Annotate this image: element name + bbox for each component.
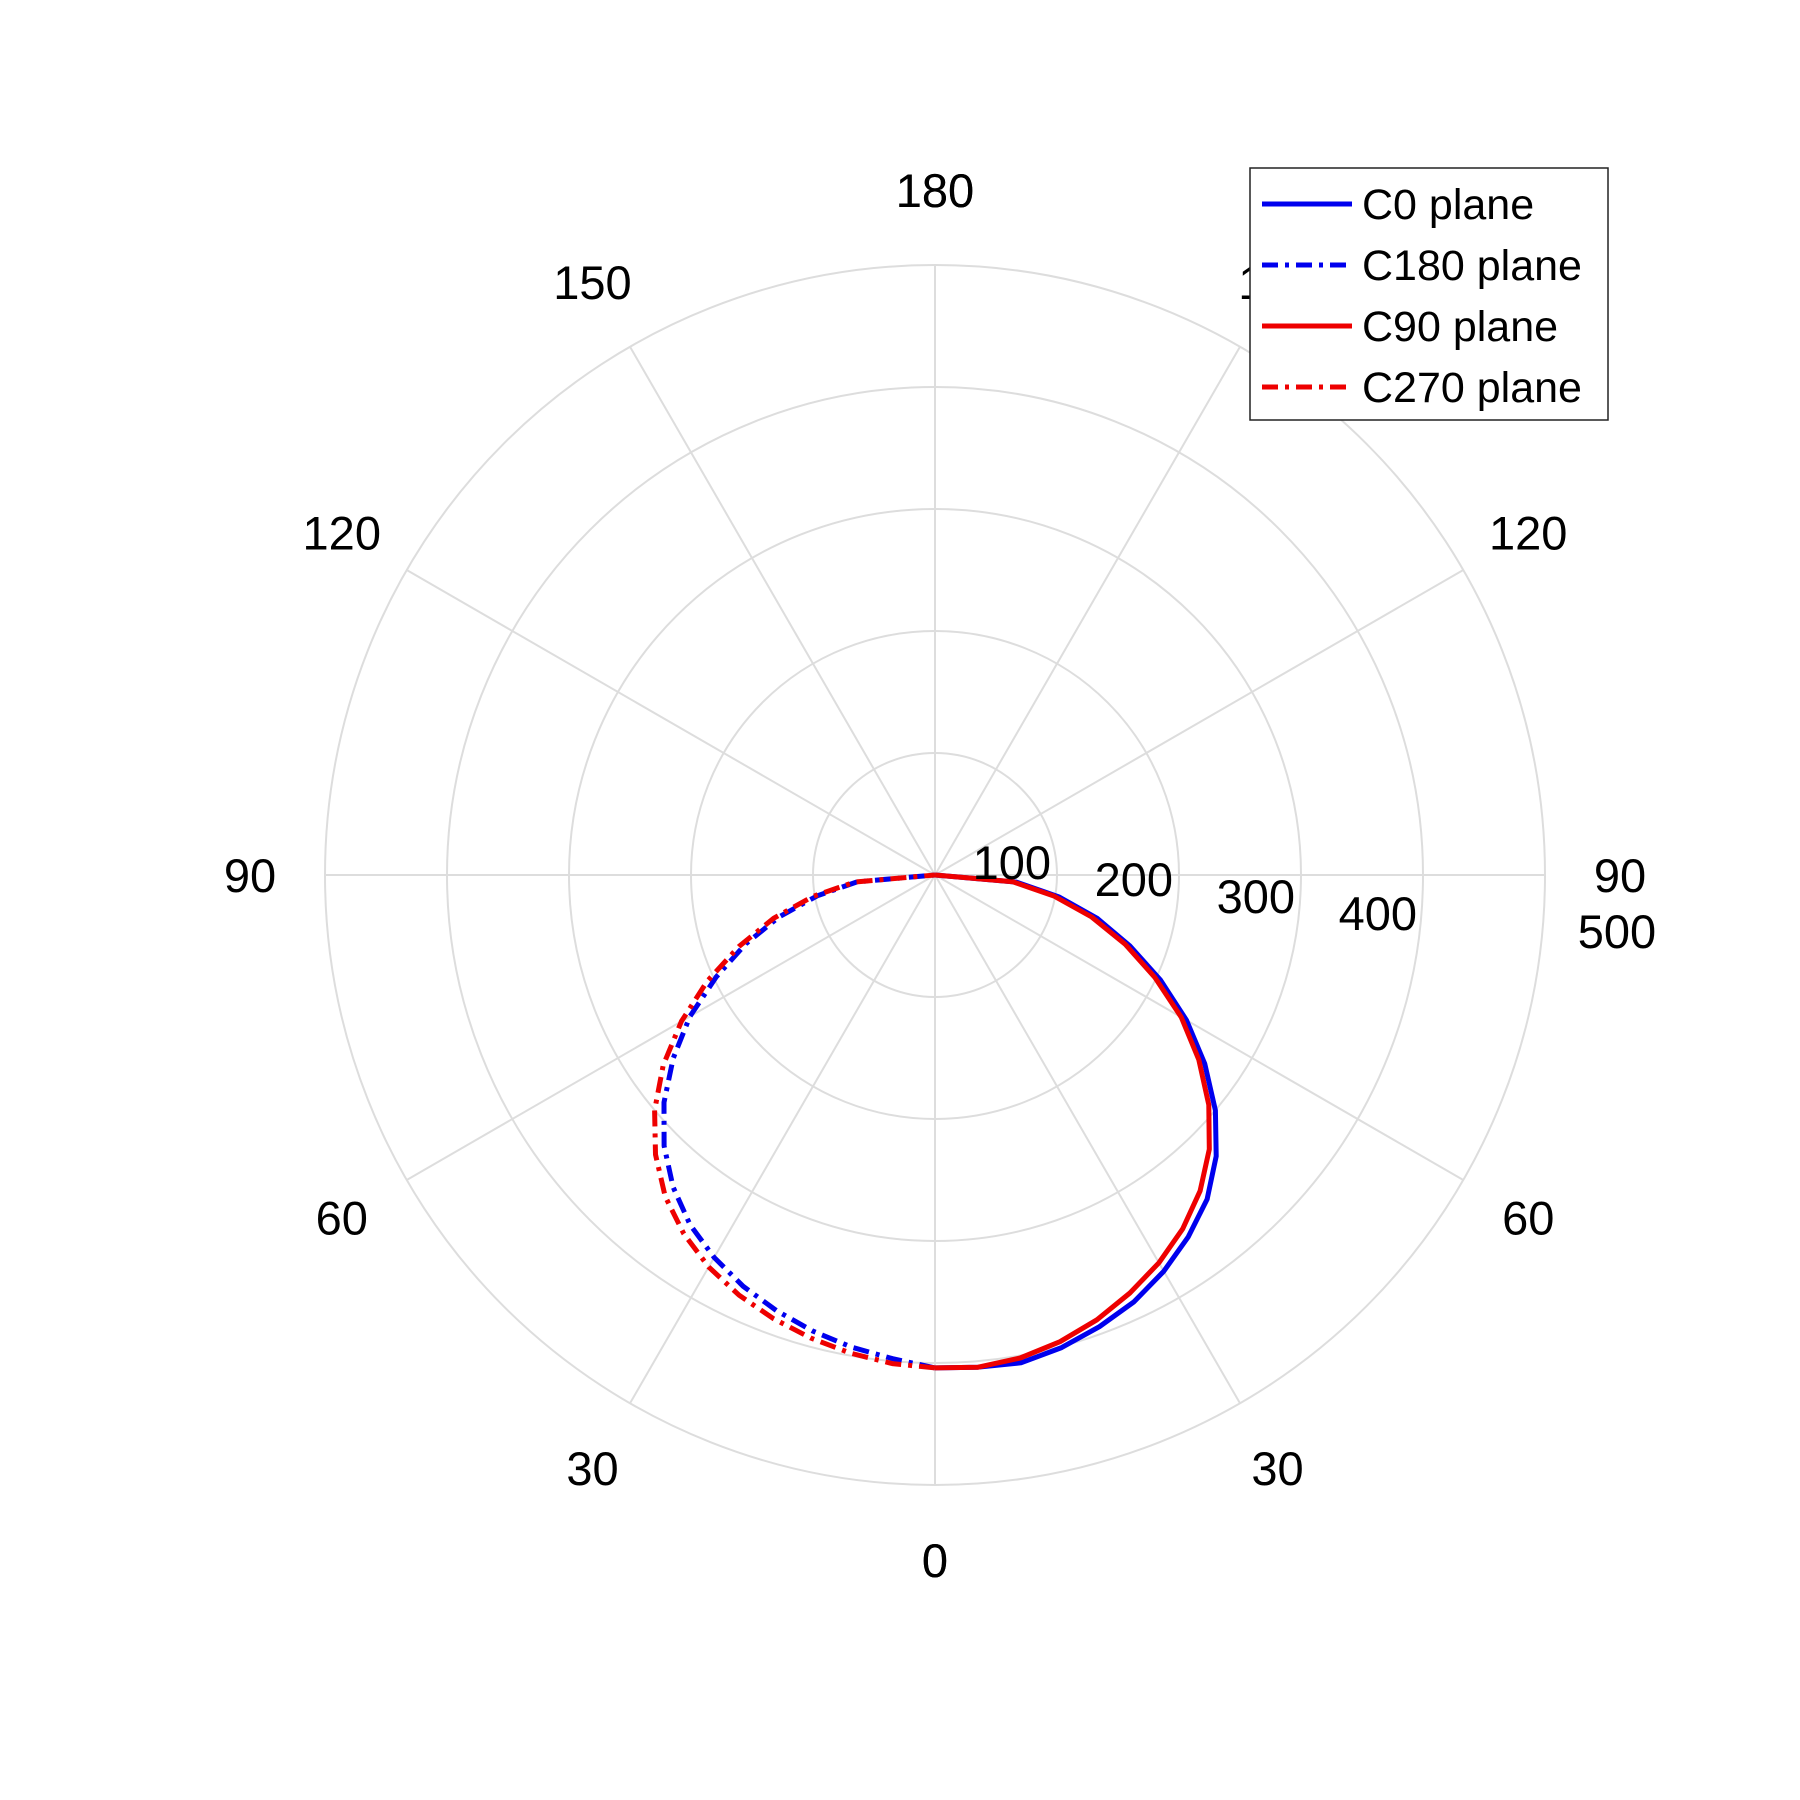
grid-spoke <box>934 874 1464 1181</box>
angle-tick-label: 120 <box>1489 507 1567 560</box>
angle-tick-label: 90 <box>224 849 276 902</box>
grid-spoke <box>934 346 1241 876</box>
legend: C0 plane C180 plane C90 plane C270 plane <box>1249 167 1609 421</box>
angle-tick-label: 30 <box>1251 1442 1303 1495</box>
angle-tick-label: 60 <box>1502 1192 1554 1245</box>
grid-spoke <box>406 569 936 876</box>
legend-label: C270 plane <box>1362 364 1582 412</box>
legend-label: C0 plane <box>1362 181 1534 229</box>
angle-tick-label: 180 <box>896 164 974 217</box>
angle-tick-label: 120 <box>303 507 381 560</box>
series-line-c180-plane <box>661 872 936 1371</box>
radial-tick-label: 500 <box>1578 905 1656 958</box>
legend-box <box>1249 167 1609 421</box>
grid-spoke <box>934 874 1241 1404</box>
angle-tick-label: 150 <box>553 256 631 309</box>
series-line-c270-plane <box>652 872 936 1371</box>
grid-spoke <box>934 569 1464 876</box>
radial-tick-label: 300 <box>1217 870 1295 923</box>
series-line-c90-plane <box>934 872 1212 1371</box>
angle-tick-label: 0 <box>922 1534 948 1587</box>
angle-tick-label: 90 <box>1594 849 1646 902</box>
polar-grid <box>324 264 1546 1486</box>
plot-area <box>652 872 1219 1371</box>
angle-tick-label: 0 <box>922 1534 948 1587</box>
legend-label: C180 plane <box>1362 242 1582 290</box>
radial-tick-label: 100 <box>973 836 1051 889</box>
grid-spoke <box>629 346 936 876</box>
radial-tick-label: 200 <box>1095 853 1173 906</box>
grid-spoke <box>629 874 936 1404</box>
legend-label: C90 plane <box>1362 303 1558 351</box>
grid-spoke <box>406 874 936 1181</box>
radial-tick-label: 400 <box>1339 887 1417 940</box>
angle-tick-label: 180 <box>896 164 974 217</box>
angle-tick-label: 30 <box>566 1442 618 1495</box>
angle-tick-label: 60 <box>316 1192 368 1245</box>
